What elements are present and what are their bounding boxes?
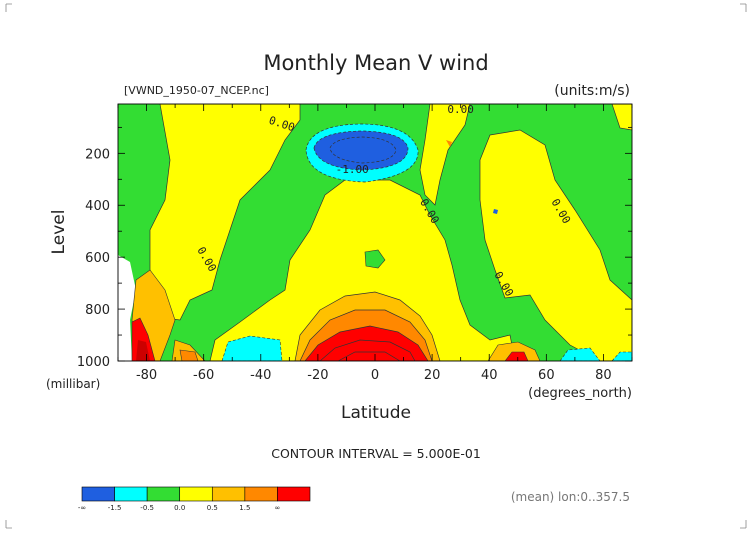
legend-label: 0.0 bbox=[174, 504, 185, 512]
x-axis: -80 -60 -40 -20 0 20 40 60 80 bbox=[117, 104, 633, 383]
y-tick-label: 200 bbox=[85, 147, 110, 162]
y-axis-label: Level bbox=[49, 210, 69, 255]
crop-marks bbox=[5, 3, 747, 529]
negative-pocket-surface-north bbox=[559, 347, 601, 361]
legend-swatch bbox=[277, 486, 311, 502]
x-axis-label: Latitude bbox=[341, 403, 411, 423]
x-axis-unit: (degrees_north) bbox=[528, 386, 632, 401]
core-red bbox=[304, 325, 429, 361]
y-axis-unit: (millibar) bbox=[46, 377, 100, 391]
x-tick-label: 60 bbox=[538, 368, 555, 383]
x-tick-label: -80 bbox=[136, 368, 157, 383]
legend-label: ∞ bbox=[275, 504, 281, 512]
core-inner-contour-2 bbox=[337, 351, 401, 361]
color-legend: -∞ -1.5 -0.5 0.0 0.5 1.5 ∞ bbox=[78, 486, 311, 512]
missing-region bbox=[118, 255, 136, 361]
warm-pocket-north bbox=[487, 341, 541, 361]
legend-swatch bbox=[211, 486, 246, 502]
positive-region-north bbox=[479, 129, 632, 361]
x-tick-label: 40 bbox=[481, 368, 498, 383]
core-inner-contour bbox=[319, 339, 416, 361]
orange-pocket-south bbox=[179, 349, 199, 361]
x-tick-label: 20 bbox=[424, 368, 441, 383]
negative-pocket-surface-south bbox=[221, 335, 283, 361]
legend-swatch bbox=[179, 486, 213, 502]
y-tick-label: 1000 bbox=[77, 355, 110, 370]
x-tick-label: 80 bbox=[595, 368, 612, 383]
contour-field bbox=[118, 104, 632, 361]
warm-pocket-south-2 bbox=[171, 339, 206, 361]
contour-label: 0.00 bbox=[447, 103, 474, 116]
y-tick-label: 600 bbox=[85, 251, 110, 266]
x-tick-label: -60 bbox=[193, 368, 214, 383]
x-tick-label: -40 bbox=[250, 368, 271, 383]
y-axis: 200 400 600 800 1000 bbox=[77, 126, 632, 370]
negative-pocket-pole bbox=[611, 351, 632, 361]
legend-swatch bbox=[81, 486, 115, 502]
legend-label: -∞ bbox=[78, 504, 86, 512]
contour-interval-label: CONTOUR INTERVAL = 5.000E-01 bbox=[271, 446, 481, 461]
footer-note: (mean) lon:0..357.5 bbox=[511, 490, 630, 504]
positive-band-top bbox=[419, 104, 471, 206]
legend-swatch bbox=[146, 486, 181, 502]
small-feature bbox=[446, 140, 452, 147]
positive-band-top-right bbox=[611, 104, 632, 131]
jet-negative-core bbox=[329, 136, 397, 164]
legend-label: -1.5 bbox=[108, 504, 122, 512]
small-feature-2 bbox=[493, 209, 498, 214]
dataset-label: [VWND_1950-07_NCEP.nc] bbox=[124, 84, 269, 97]
legend-label: 0.5 bbox=[207, 504, 218, 512]
y-tick-label: 800 bbox=[85, 303, 110, 318]
legend-swatch bbox=[114, 486, 148, 502]
jet-negative-inner bbox=[313, 130, 409, 171]
x-tick-label: -20 bbox=[307, 368, 328, 383]
y-tick-label: 400 bbox=[85, 199, 110, 214]
chart-title: Monthly Mean V wind bbox=[263, 51, 488, 75]
hot-pocket-north bbox=[504, 351, 529, 361]
legend-swatch bbox=[244, 486, 278, 502]
units-label: (units:m/s) bbox=[554, 83, 630, 99]
contour-label: -1.00 bbox=[336, 163, 369, 176]
green-island bbox=[364, 249, 386, 269]
legend-label: 1.5 bbox=[239, 504, 250, 512]
positive-region-south bbox=[149, 104, 301, 321]
legend-label: -0.5 bbox=[140, 504, 154, 512]
x-tick-label: 0 bbox=[371, 368, 379, 383]
